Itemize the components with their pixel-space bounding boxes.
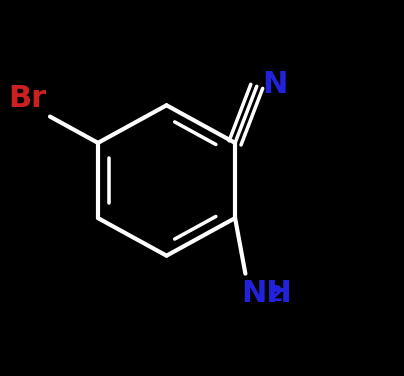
Text: Br: Br [8, 84, 46, 113]
Text: NH: NH [242, 279, 292, 308]
Text: N: N [263, 70, 288, 99]
Text: 2: 2 [267, 285, 282, 305]
